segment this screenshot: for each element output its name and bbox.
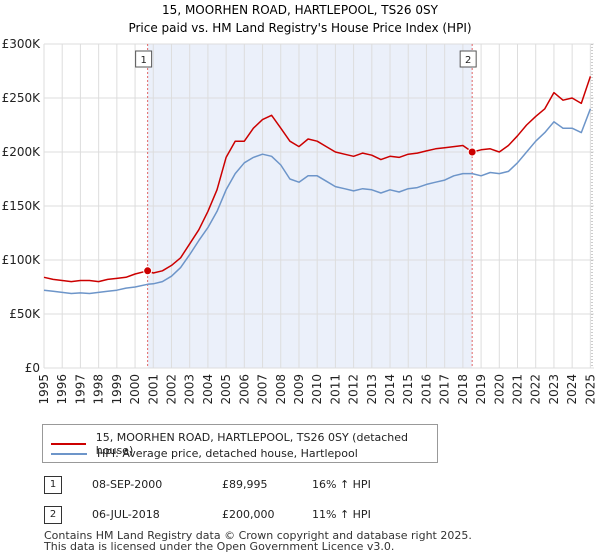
- x-tick-label: 2022: [529, 374, 543, 405]
- x-tick-label: 2011: [328, 374, 342, 405]
- y-tick-label: £150K: [2, 199, 42, 213]
- sale-point: [467, 147, 477, 157]
- x-axis-labels: 1995 1996 1997 1998 1999 2000 2001 2002 2003 2004…: [37, 374, 597, 405]
- sale-marker-box: [135, 50, 153, 68]
- price-chart: 15, MOORHEN ROAD, HARTLEPOOL, TS26 0SY P…: [2, 3, 598, 405]
- x-tick-label: 1995: [37, 374, 51, 405]
- sale-date: 08-SEP-2000: [92, 478, 163, 491]
- footer-line-1: Contains HM Land Registry data © Crown c…: [44, 529, 472, 542]
- y-tick-label: £50K: [9, 307, 41, 321]
- y-tick-label: £200K: [2, 145, 42, 159]
- x-tick-label: 1999: [110, 374, 124, 405]
- x-tick-label: 2009: [292, 374, 306, 405]
- sale-number-badge: 1: [44, 476, 62, 494]
- x-tick-label: 2016: [419, 374, 433, 405]
- y-axis-labels: £0 £50K £100K £150K £200K £250K £300K: [2, 37, 42, 375]
- x-tick-label: 2018: [456, 374, 470, 405]
- series-line: [43, 108, 592, 295]
- x-tick-label: 2000: [128, 374, 142, 405]
- x-tick-label: 2015: [401, 374, 415, 405]
- x-tick-label: 2024: [565, 374, 579, 405]
- series-lines: [43, 76, 592, 295]
- x-tick-label: 2002: [164, 374, 178, 405]
- sale-marker-box: [459, 50, 477, 68]
- y-tick-label: £100K: [2, 253, 42, 267]
- y-tick-label: £0: [25, 361, 40, 375]
- legend-line-hpi: [51, 452, 87, 455]
- sale-marker-label: 1: [140, 55, 146, 66]
- legend-item-property: 15, MOORHEN ROAD, HARTLEPOOL, TS26 0SY (…: [51, 431, 437, 457]
- legend-label-hpi: HPI: Average price, detached house, Hart…: [97, 447, 358, 460]
- x-tick-label: 2014: [383, 374, 397, 405]
- sale-hpi-change: 16% ↑ HPI: [312, 478, 371, 491]
- x-tick-label: 2010: [310, 374, 324, 405]
- x-tick-label: 2003: [183, 374, 197, 405]
- sale-marker-label: 2: [465, 55, 471, 66]
- x-tick-label: 2006: [237, 374, 251, 405]
- x-tick-label: 2025: [583, 374, 597, 405]
- sale-number-badge: 2: [44, 506, 62, 524]
- x-tick-label: 1996: [55, 374, 69, 405]
- x-tick-label: 2013: [365, 374, 379, 405]
- footer-attribution: Contains HM Land Registry data © Crown c…: [44, 530, 472, 552]
- sale-point: [143, 266, 153, 276]
- x-tick-label: 2004: [201, 374, 215, 405]
- sale-points: [143, 147, 477, 276]
- sale-row: 2 06-JUL-2018 £200,000 11% ↑ HPI: [44, 506, 444, 524]
- legend-line-property: [51, 443, 86, 445]
- sale-price: £200,000: [222, 508, 275, 521]
- x-tick-label: 2012: [347, 374, 361, 405]
- x-tick-label: 2008: [274, 374, 288, 405]
- x-tick-label: 2019: [474, 374, 488, 405]
- x-tick-label: 2005: [219, 374, 233, 405]
- x-tick-label: 2001: [146, 374, 160, 405]
- chart-title: 15, MOORHEN ROAD, HARTLEPOOL, TS26 0SY: [162, 3, 439, 17]
- sale-row: 1 08-SEP-2000 £89,995 16% ↑ HPI: [44, 476, 444, 494]
- x-tick-label: 2007: [256, 374, 270, 405]
- sale-date: 06-JUL-2018: [92, 508, 160, 521]
- sale-price: £89,995: [222, 478, 268, 491]
- x-tick-label: 1997: [73, 374, 87, 405]
- footer-line-2: This data is licensed under the Open Gov…: [44, 540, 395, 553]
- y-tick-label: £300K: [2, 37, 42, 51]
- x-tick-label: 2020: [492, 374, 506, 405]
- sale-hpi-change: 11% ↑ HPI: [312, 508, 371, 521]
- legend: 15, MOORHEN ROAD, HARTLEPOOL, TS26 0SY (…: [42, 424, 438, 463]
- series-line: [43, 76, 592, 283]
- y-tick-label: £250K: [2, 91, 42, 105]
- x-tick-label: 1998: [92, 374, 106, 405]
- legend-item-hpi: HPI: Average price, detached house, Hart…: [51, 447, 358, 460]
- x-tick-label: 2021: [511, 374, 525, 405]
- chart-subtitle: Price paid vs. HM Land Registry's House …: [128, 21, 471, 35]
- sale-date-lines: [147, 44, 593, 368]
- x-tick-label: 2023: [547, 374, 561, 405]
- x-tick-label: 2017: [438, 374, 452, 405]
- legend-label-property: 15, MOORHEN ROAD, HARTLEPOOL, TS26 0SY (…: [95, 431, 409, 457]
- grid-lines: [43, 43, 594, 369]
